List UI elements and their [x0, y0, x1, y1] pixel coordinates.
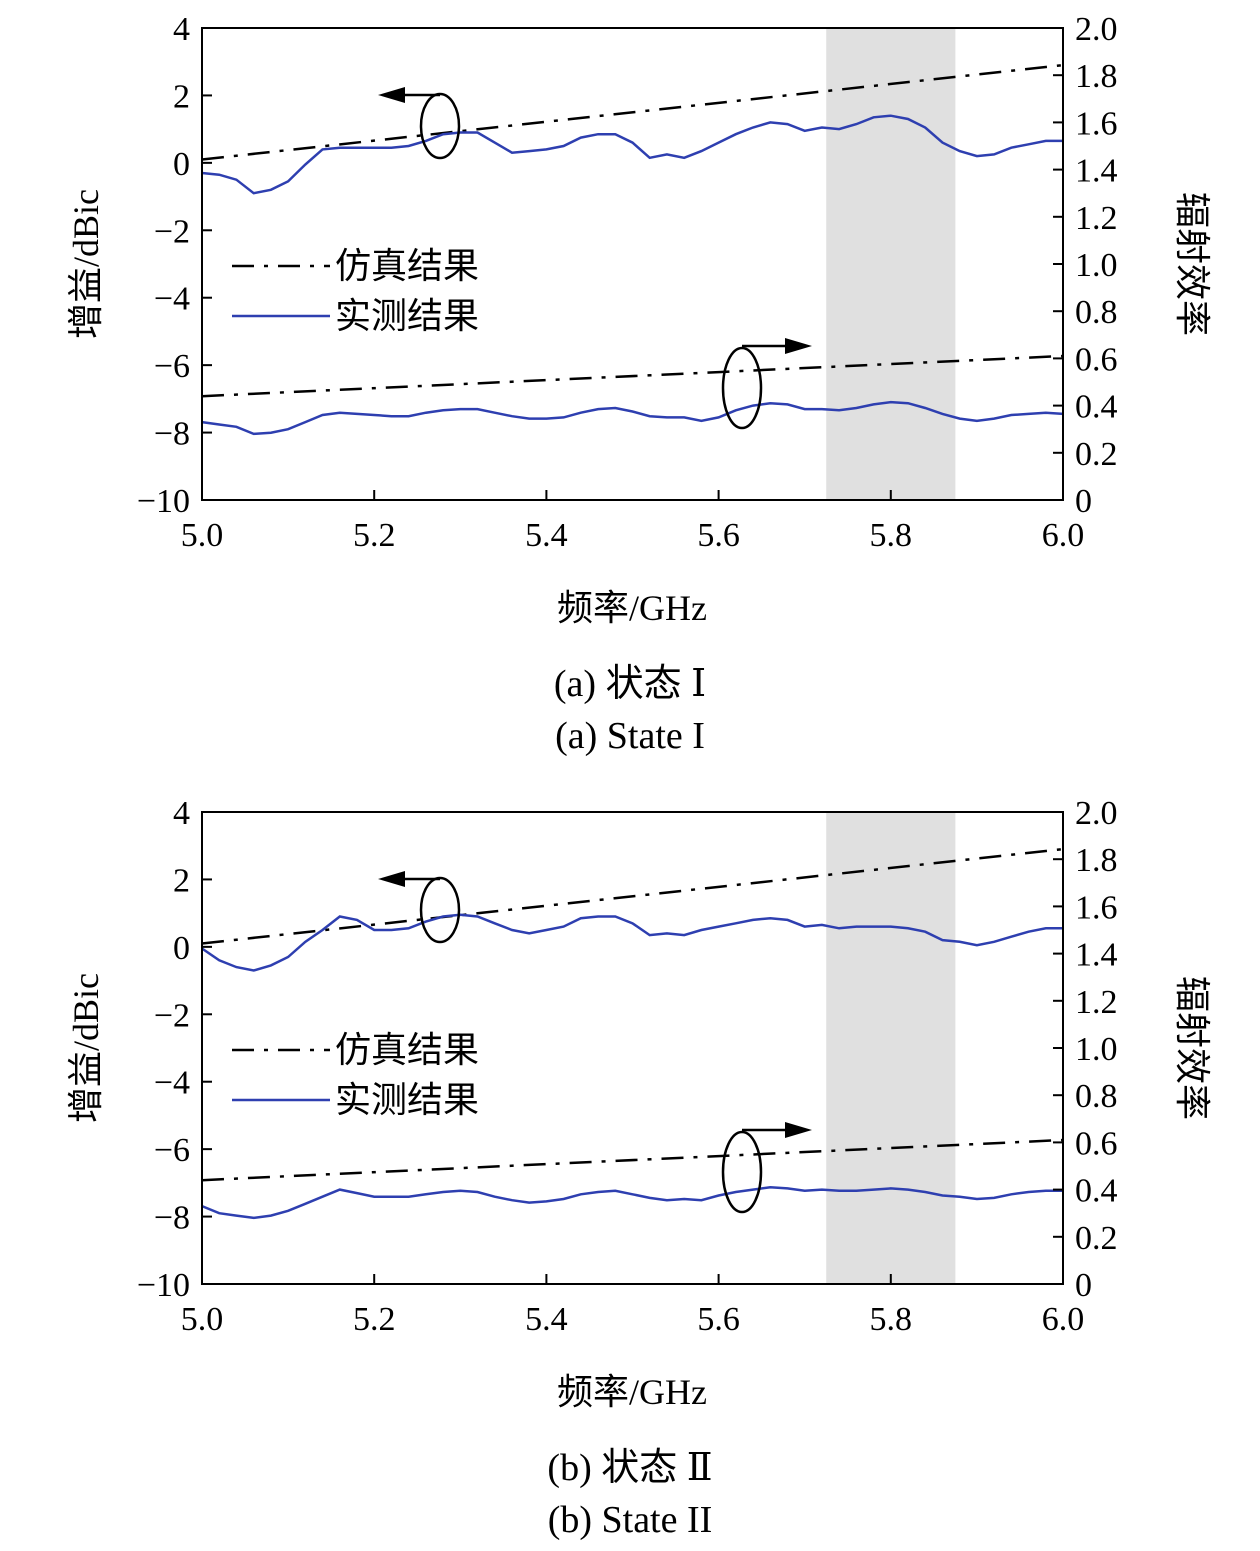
simulated-right-series-b	[201, 1138, 1064, 1182]
measured-left-series-b	[201, 913, 1063, 972]
right-arrowhead-b	[785, 1122, 812, 1138]
y-right-tick-label: 1.6	[1075, 105, 1118, 142]
simulated-right-series-a	[201, 354, 1064, 398]
xlabel-a: 频率/GHz	[557, 588, 707, 628]
ticks-group-b: 5.0 5.2 5.4 5.6 5.8 6.0 4 2 0 −2 −4 −6 −8 −10 2.0 1.8 1.…	[137, 795, 1118, 1338]
y-right-tick-label: 1.0	[1075, 1031, 1118, 1068]
y-right-tick-label: 1.4	[1075, 153, 1118, 190]
series-group-b	[201, 847, 1064, 1220]
y-left-tick-label: 4	[173, 795, 190, 832]
panel-b: 5.0 5.2 5.4 5.6 5.8 6.0 4 2 0 −2 −4 −6 −8 −10 2.0 1.8 1.…	[66, 795, 1212, 1541]
shaded-band-b	[826, 812, 956, 1284]
measured-left-series-a	[201, 114, 1063, 195]
legend-meas-label-a: 实测结果	[335, 296, 479, 336]
y-left-tick-label: −6	[154, 1132, 190, 1169]
y-left-tick-label: −8	[154, 1200, 190, 1237]
x-tick-label: 6.0	[1042, 517, 1085, 554]
right-arrowhead-a	[785, 338, 812, 354]
y-right-tick-label: 0.8	[1075, 294, 1118, 331]
x-tick-label: 5.6	[697, 517, 740, 554]
x-tick-label: 5.2	[353, 517, 396, 554]
y-left-tick-label: −6	[154, 348, 190, 385]
y-right-tick-label: 1.6	[1075, 889, 1118, 926]
y-left-tick-label: 4	[173, 11, 190, 48]
y-left-tick-label: −2	[154, 213, 190, 250]
ylabel-right-a: 辐射效率	[1172, 192, 1212, 336]
y-right-tick-label: 1.8	[1075, 842, 1118, 879]
legend-meas-label-b: 实测结果	[335, 1080, 479, 1120]
caption-b-en: (b) State II	[548, 1499, 713, 1541]
x-tick-label: 5.4	[525, 1301, 568, 1338]
y-right-tick-label: 0.8	[1075, 1078, 1118, 1115]
y-right-tick-label: 1.2	[1075, 200, 1118, 237]
measured-right-series-a	[201, 400, 1064, 436]
caption-a-cn: (a) 状态 Ⅰ	[554, 663, 706, 705]
y-right-tick-label: 0.6	[1075, 1125, 1118, 1162]
ticks-group-a: 5.0 5.2 5.4 5.6 5.8 6.0 4 2 0 −2 −4 −6 −8 −10 2.0 1.8 1.…	[137, 11, 1118, 554]
right-axis-indicator-ellipse-a	[721, 346, 763, 430]
y-right-tick-label: 0.2	[1075, 436, 1118, 473]
y-left-tick-label: 0	[173, 930, 190, 967]
y-right-tick-label: 2.0	[1075, 795, 1118, 832]
legend-sim-label-a: 仿真结果	[335, 246, 479, 286]
y-left-tick-label: 2	[173, 78, 190, 115]
y-right-tick-label: 1.2	[1075, 984, 1118, 1021]
xlabel-b: 频率/GHz	[557, 1372, 707, 1412]
y-left-tick-label: −4	[154, 281, 190, 318]
y-right-tick-label: 1.8	[1075, 58, 1118, 95]
right-axis-indicator-ellipse-b	[721, 1130, 763, 1214]
y-left-tick-label: −4	[154, 1065, 190, 1102]
ylabel-left-a: 增益/dBic	[66, 189, 106, 339]
measured-right-series-b	[201, 1185, 1063, 1220]
x-tick-label: 5.0	[181, 517, 224, 554]
y-left-tick-label: −10	[137, 483, 190, 520]
y-right-tick-label: 0	[1075, 483, 1092, 520]
caption-a-en: (a) State I	[555, 715, 705, 757]
left-arrowhead-a	[378, 87, 405, 103]
y-left-tick-label: −10	[137, 1267, 190, 1304]
x-tick-label: 5.4	[525, 517, 568, 554]
y-right-tick-label: 1.4	[1075, 937, 1118, 974]
x-tick-label: 5.8	[870, 1301, 913, 1338]
y-left-tick-label: −8	[154, 416, 190, 453]
y-right-tick-label: 0.4	[1075, 1173, 1118, 1210]
x-tick-label: 5.2	[353, 1301, 396, 1338]
left-arrowhead-b	[378, 871, 405, 887]
y-right-tick-label: 2.0	[1075, 11, 1118, 48]
simulated-left-series-a	[201, 63, 1064, 161]
y-left-tick-label: 0	[173, 146, 190, 183]
simulated-left-series-b	[201, 847, 1064, 945]
ylabel-right-b: 辐射效率	[1172, 976, 1212, 1120]
y-right-tick-label: 0.6	[1075, 341, 1118, 378]
shaded-band-a	[826, 28, 956, 500]
y-right-tick-label: 0.4	[1075, 389, 1118, 426]
x-tick-label: 5.6	[697, 1301, 740, 1338]
x-tick-label: 5.8	[870, 517, 913, 554]
y-right-tick-label: 0.2	[1075, 1220, 1118, 1257]
legend-sim-label-b: 仿真结果	[335, 1030, 479, 1070]
y-right-tick-label: 1.0	[1075, 247, 1118, 284]
ylabel-left-b: 增益/dBic	[66, 973, 106, 1123]
x-tick-label: 5.0	[181, 1301, 224, 1338]
series-group-a	[201, 63, 1064, 436]
left-axis-indicator-ellipse-a	[419, 92, 461, 160]
panel-a: 5.0 5.2 5.4 5.6 5.8 6.0 4 2 0 −2 −4 −6 −8 −10 2.0 1.8 1.…	[66, 11, 1212, 757]
left-axis-indicator-ellipse-b	[419, 876, 461, 944]
y-left-tick-label: −2	[154, 997, 190, 1034]
y-right-tick-label: 0	[1075, 1267, 1092, 1304]
y-left-tick-label: 2	[173, 862, 190, 899]
x-tick-label: 6.0	[1042, 1301, 1085, 1338]
caption-b-cn: (b) 状态 Ⅱ	[547, 1447, 712, 1489]
